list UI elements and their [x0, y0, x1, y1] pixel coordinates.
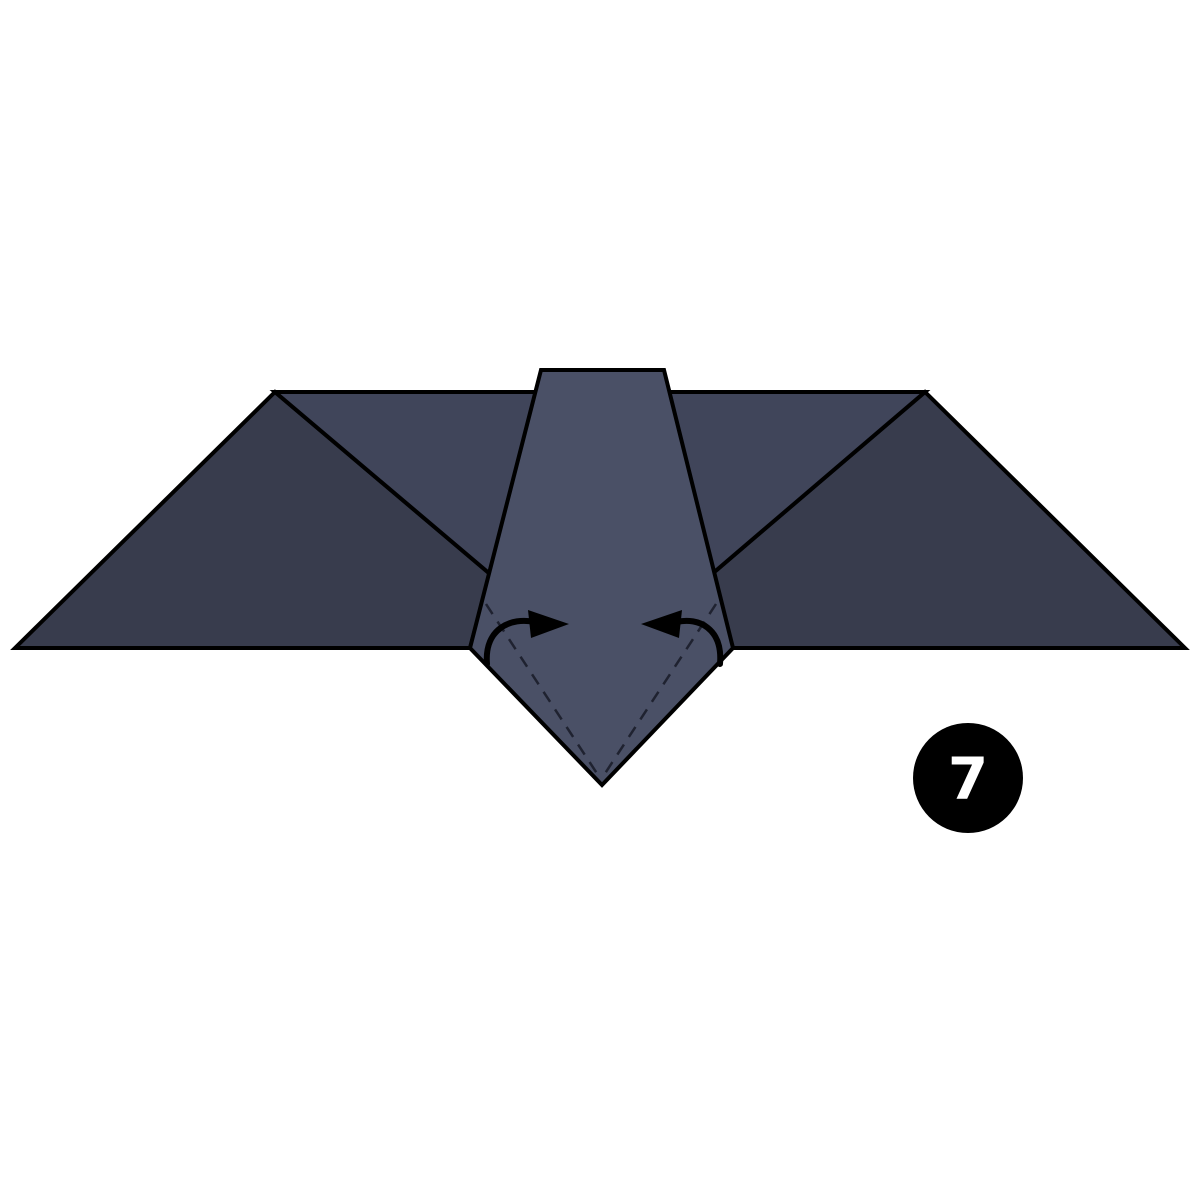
- right-wing: [661, 389, 1190, 650]
- step-badge: 7: [913, 723, 1023, 833]
- step-badge-circle: [913, 723, 1023, 833]
- left-wing: [10, 389, 544, 650]
- left-fold-line: [484, 603, 602, 779]
- step-number: 7: [948, 745, 988, 813]
- right-fold-line: [600, 603, 718, 779]
- right-arrow-head: [641, 610, 682, 638]
- curved-arrow-right-icon: [483, 610, 569, 667]
- fold-lines: [484, 603, 718, 779]
- curved-arrow-left-icon: [641, 610, 724, 667]
- right-arrow-curve: [674, 617, 724, 667]
- left-arrow-head: [528, 610, 569, 638]
- left-arrow-curve: [483, 617, 537, 667]
